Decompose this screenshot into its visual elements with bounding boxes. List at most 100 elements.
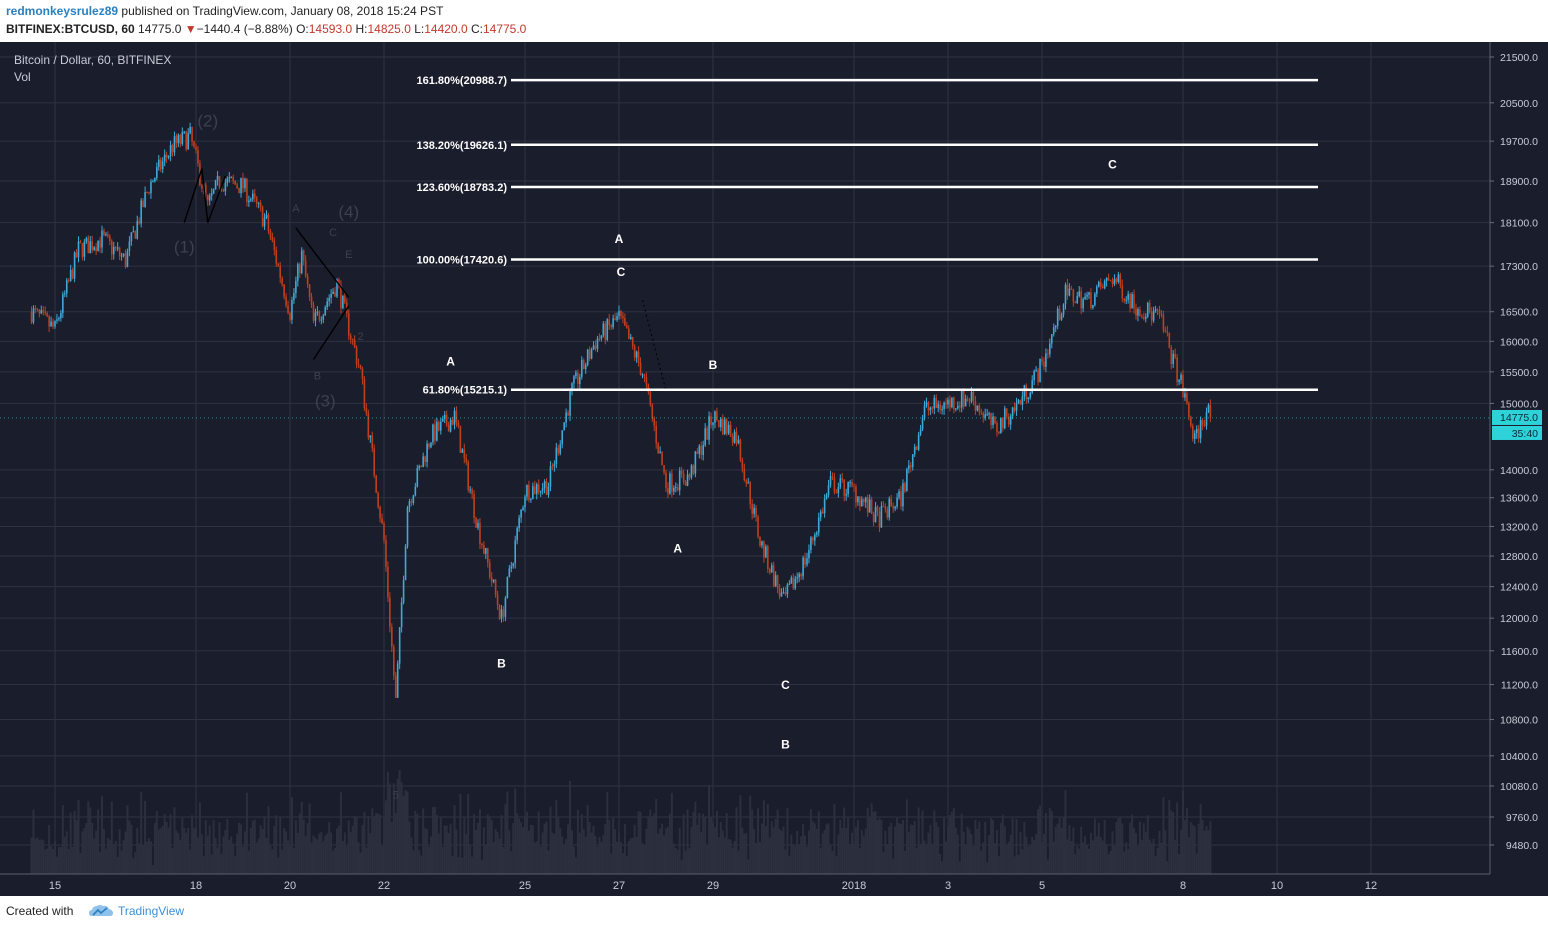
candle-body [244, 178, 246, 189]
volume-bar [165, 821, 168, 874]
volume-bar [860, 829, 863, 874]
candle-body [340, 284, 342, 309]
candle-body [1146, 302, 1149, 317]
volume-bar [171, 848, 174, 874]
volume-bar [610, 853, 613, 874]
volume-bar [772, 827, 775, 874]
volume-bar [294, 819, 297, 874]
volume-bar [1111, 831, 1114, 874]
candle-body [814, 534, 816, 541]
candle-body [1013, 407, 1016, 411]
candle-body [1170, 347, 1173, 365]
candle-body [289, 312, 291, 320]
candle-body [400, 602, 403, 628]
candle-body [524, 496, 526, 508]
volume-bar [220, 853, 223, 874]
volume-bar [1078, 848, 1081, 874]
author-link[interactable]: redmonkeysrulez89 [6, 4, 119, 18]
volume-bar [708, 784, 711, 874]
candle-body [753, 507, 755, 514]
volume-bar [866, 807, 869, 874]
time-axis[interactable] [0, 874, 1548, 896]
volume-bar [698, 813, 701, 874]
volume-bar [426, 829, 429, 874]
volume-bar [563, 844, 566, 874]
candle-body [684, 481, 687, 486]
tradingview-link[interactable]: TradingView [118, 904, 185, 918]
volume-bar [1101, 840, 1104, 874]
price-tick-label: 12400.0 [1500, 582, 1538, 594]
candle-body [802, 557, 804, 577]
volume-bar [958, 861, 961, 874]
volume-bar [273, 825, 276, 874]
candle-body [1068, 288, 1071, 296]
price-tick-label: 12000.0 [1500, 613, 1538, 625]
volume-bar [778, 828, 781, 874]
volume-bar [1084, 836, 1087, 874]
candle-body [864, 497, 867, 503]
wave-drawings [183, 168, 667, 391]
volume-bar [478, 809, 481, 874]
price-axis[interactable] [1490, 42, 1548, 874]
white-wave-labels: A B A C B A C B C [446, 157, 1117, 751]
candle-body [461, 449, 464, 453]
candle-body [81, 243, 84, 257]
candle-body [416, 468, 419, 487]
volume-bar [181, 816, 184, 874]
volume-bar [686, 809, 689, 874]
volume-bar [71, 846, 74, 874]
candle-body [1041, 358, 1043, 362]
candle-body [1203, 424, 1206, 426]
candle-body [737, 439, 740, 444]
price-tick-label: 10400.0 [1500, 751, 1538, 763]
candle-body [772, 565, 775, 586]
volume-bar [815, 828, 818, 874]
price-tick-label: 9760.0 [1506, 812, 1538, 824]
candle-body [281, 278, 283, 285]
wave-label: A [615, 232, 624, 246]
price-tick-label: 18900.0 [1500, 176, 1538, 188]
volume-bar [999, 822, 1002, 874]
volume-bar [653, 813, 656, 874]
candle-body [898, 491, 900, 498]
volume-bar [954, 827, 957, 874]
low-label: L: [414, 22, 425, 36]
candle-body [1005, 408, 1008, 417]
candle-body [30, 311, 33, 323]
volume-bar [1003, 826, 1006, 874]
volume-bar [541, 832, 544, 874]
candle-body [788, 583, 791, 585]
candle-body [530, 499, 532, 501]
publish-info: published on TradingView.com, January 08… [121, 4, 444, 18]
candle-body [293, 293, 295, 301]
volume-bar [565, 838, 568, 874]
price-chart[interactable]: 161.80%(20988.7) 138.20%(19626.1) 123.60%(… [0, 42, 1548, 896]
volume-bar [386, 771, 389, 874]
volume-bar [845, 828, 848, 874]
volume-bar [600, 841, 603, 874]
candle-body [704, 428, 706, 446]
candle-body [253, 193, 256, 198]
candle-body [911, 454, 914, 468]
candle-body [177, 134, 180, 144]
volume-bar [806, 846, 808, 874]
candle-body [1043, 361, 1045, 367]
candle-body [441, 418, 444, 422]
candle-body [976, 405, 979, 411]
volume-bar [298, 813, 301, 874]
volume-bar [809, 809, 812, 874]
price-badges: 14775.0 35:40 [0, 409, 1542, 440]
candle-body [216, 176, 219, 181]
volume-bar [768, 837, 771, 874]
candle-body [455, 410, 458, 422]
volume-bar [627, 841, 630, 874]
candle-body [1029, 392, 1032, 398]
candle-body [925, 402, 928, 406]
candle-body [931, 407, 934, 409]
candle-body [490, 577, 493, 582]
volume-bar [825, 824, 828, 874]
volume-bar [336, 828, 338, 874]
candle-body [1127, 294, 1129, 300]
volume-bar [1162, 797, 1165, 874]
candle-body [410, 501, 413, 503]
